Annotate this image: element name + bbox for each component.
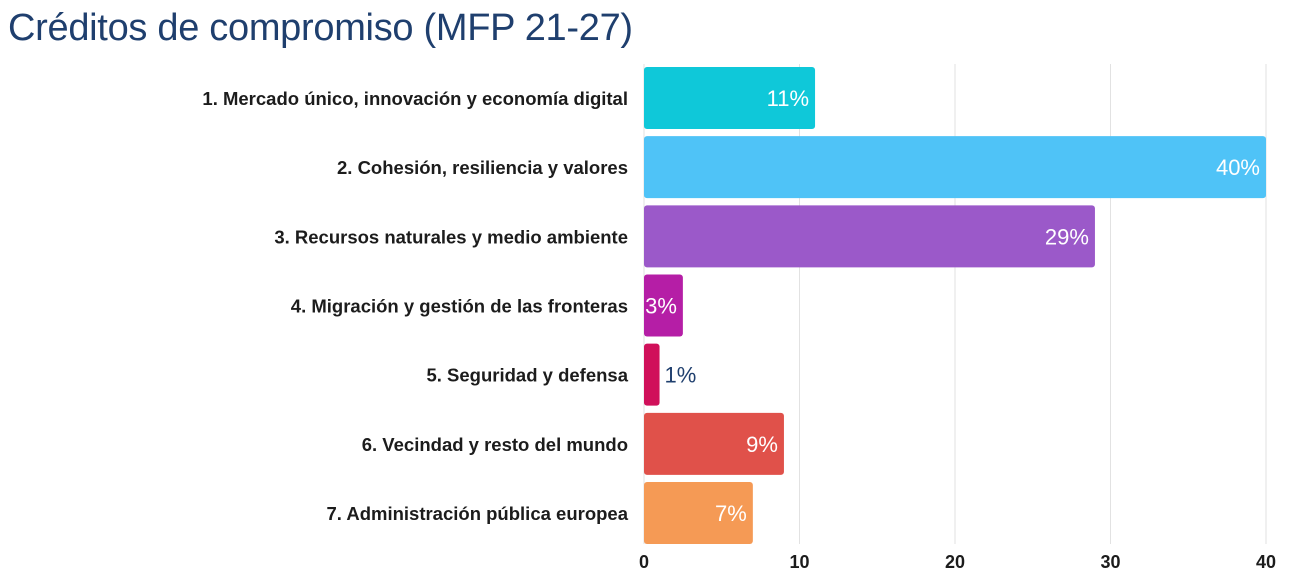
bar — [644, 482, 753, 545]
bar — [644, 67, 816, 129]
category-label: 2. Cohesión, resiliencia y valores — [337, 157, 628, 178]
data-label: 9% — [746, 432, 778, 457]
category-label: 6. Vecindad y resto del mundo — [362, 434, 628, 455]
x-tick-label: 10 — [789, 552, 809, 572]
data-label: 29% — [1045, 224, 1089, 249]
category-labels: 1. Mercado único, innovación y economía … — [202, 88, 628, 524]
bar — [644, 205, 1095, 268]
category-label: 1. Mercado único, innovación y economía … — [202, 88, 628, 109]
x-tick-label: 40 — [1256, 552, 1276, 572]
x-axis-ticks: 0 10 20 30 40 — [639, 552, 1276, 572]
category-label: 4. Migración y gestión de las fronteras — [291, 296, 628, 317]
x-tick-label: 0 — [639, 552, 649, 572]
category-label: 5. Seguridad y defensa — [426, 365, 628, 386]
category-label: 3. Recursos naturales y medio ambiente — [274, 226, 628, 247]
bar — [644, 343, 660, 406]
x-tick-label: 30 — [1100, 552, 1120, 572]
bar — [644, 136, 1266, 199]
category-label: 7. Administración pública europea — [326, 503, 628, 524]
bar — [644, 412, 784, 475]
data-label: 3% — [645, 294, 677, 319]
x-tick-label: 20 — [945, 552, 965, 572]
bars: 11% 40% 29% 3% 1% 9% 7% — [644, 67, 1266, 545]
data-label: 1% — [665, 363, 697, 388]
bar — [644, 274, 683, 337]
data-label: 11% — [767, 86, 809, 111]
chart-title: Créditos de compromiso (MFP 21-27) — [8, 7, 633, 49]
data-label: 40% — [1216, 155, 1260, 180]
data-label: 7% — [715, 501, 747, 526]
